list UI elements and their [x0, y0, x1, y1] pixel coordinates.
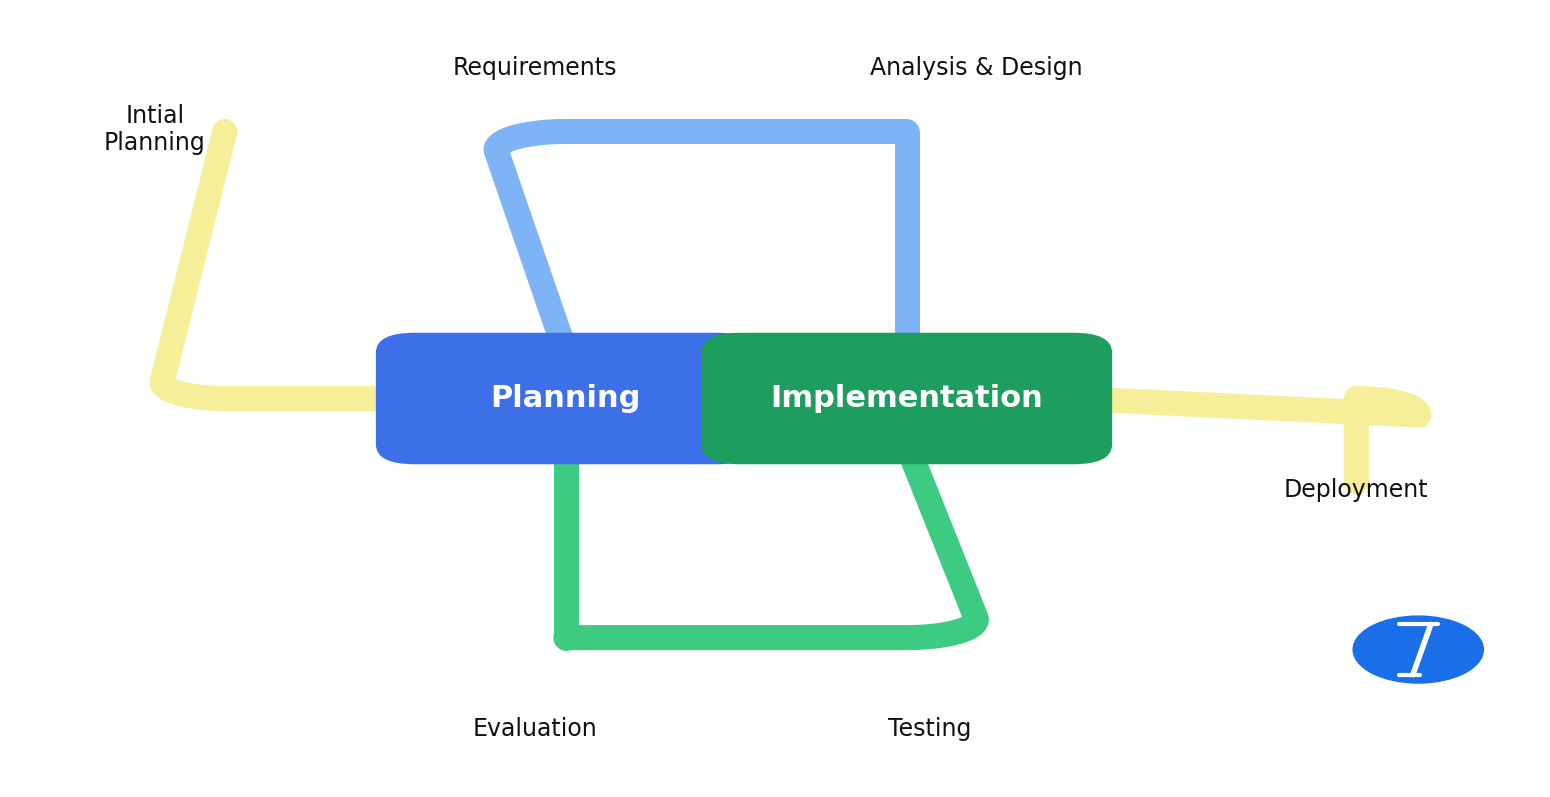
Text: Evaluation: Evaluation	[473, 717, 597, 741]
FancyBboxPatch shape	[701, 333, 1113, 464]
Text: Implementation: Implementation	[770, 384, 1043, 413]
Text: Testing: Testing	[888, 717, 972, 741]
Text: Analysis & Design: Analysis & Design	[870, 56, 1083, 80]
Text: Deployment: Deployment	[1283, 478, 1429, 502]
Text: Planning: Planning	[490, 384, 642, 413]
Text: Intial
Planning: Intial Planning	[104, 104, 206, 155]
FancyBboxPatch shape	[375, 333, 755, 464]
Circle shape	[1353, 616, 1483, 683]
Text: Requirements: Requirements	[453, 56, 617, 80]
